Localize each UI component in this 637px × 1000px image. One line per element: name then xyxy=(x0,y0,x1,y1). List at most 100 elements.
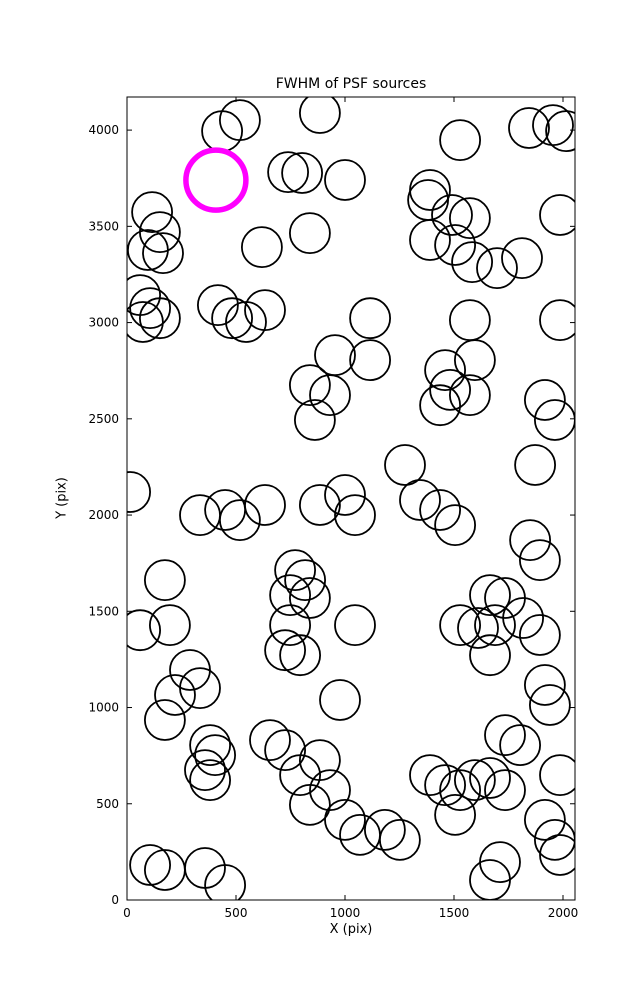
data-point-circle xyxy=(194,734,237,776)
data-point-circle xyxy=(218,99,261,141)
data-point-circle xyxy=(324,474,366,516)
y-tick-label: 3000 xyxy=(88,316,119,330)
data-point-circle xyxy=(469,757,511,799)
data-point-circle xyxy=(288,364,331,407)
data-point-circle xyxy=(189,759,232,801)
x-tick-label: 500 xyxy=(225,906,248,920)
data-point-circle xyxy=(269,604,312,646)
data-point-circle xyxy=(349,297,392,340)
y-tick-label: 0 xyxy=(111,893,119,907)
data-point-circle xyxy=(279,754,322,796)
data-point-circle xyxy=(539,194,575,236)
data-point-circle xyxy=(129,844,172,886)
data-point-circle xyxy=(448,374,491,417)
data-point-circle xyxy=(264,629,307,672)
data-point-circle xyxy=(429,368,472,411)
data-point-circle xyxy=(539,754,575,796)
data-point-circle xyxy=(508,107,550,149)
axes-box xyxy=(126,96,576,901)
data-point-circle xyxy=(424,764,467,806)
data-point-circle xyxy=(439,119,482,162)
y-tick-label: 500 xyxy=(96,797,119,811)
data-point-circle xyxy=(409,754,451,796)
data-point-circle xyxy=(524,379,566,421)
data-point-circle xyxy=(409,219,451,261)
data-point-circle xyxy=(484,769,526,811)
data-point-circle xyxy=(204,864,246,900)
highlighted-data-point-circle xyxy=(183,147,249,213)
data-point-circle xyxy=(138,297,181,340)
data-point-circle xyxy=(509,519,551,561)
data-point-circle xyxy=(502,597,544,639)
data-point-circle xyxy=(529,684,571,726)
y-tick-label: 2000 xyxy=(88,508,119,522)
data-point-circle xyxy=(288,212,331,255)
x-tick-label: 1000 xyxy=(330,906,361,920)
data-point-circle xyxy=(448,299,491,342)
data-point-circle xyxy=(479,841,521,883)
data-point-circle xyxy=(179,667,221,709)
data-point-circle xyxy=(127,301,164,343)
data-point-circle xyxy=(309,374,351,417)
data-point-circle xyxy=(204,489,247,531)
data-point-circle xyxy=(399,479,441,521)
data-point-circle xyxy=(545,110,575,152)
data-point-circle xyxy=(349,339,392,382)
data-point-circle xyxy=(439,769,482,811)
y-tick-label: 2500 xyxy=(88,412,119,426)
x-tick-label: 1500 xyxy=(439,906,470,920)
data-point-circle xyxy=(288,577,331,619)
data-point-circle xyxy=(539,299,575,341)
data-point-circle xyxy=(519,614,561,656)
data-point-circle xyxy=(279,634,322,677)
data-point-circle xyxy=(539,834,575,876)
data-point-circle xyxy=(143,699,186,741)
data-point-circle xyxy=(154,674,196,716)
data-point-circle xyxy=(179,494,221,536)
data-point-circle xyxy=(419,489,462,531)
y-tick-label: 3500 xyxy=(88,219,119,233)
data-point-circle xyxy=(293,399,336,441)
data-point-circle xyxy=(519,539,561,581)
y-axis-label: Y (pix) xyxy=(54,477,70,519)
x-tick-label: 2000 xyxy=(548,906,579,920)
data-point-circle xyxy=(334,494,376,536)
data-point-circle xyxy=(218,499,261,541)
data-point-circle xyxy=(424,349,467,392)
y-tick-label: 1000 xyxy=(88,701,119,715)
data-point-circle xyxy=(453,339,496,382)
data-point-circle xyxy=(267,151,310,194)
data-point-circle xyxy=(196,284,239,327)
data-point-circle xyxy=(469,634,511,677)
data-point-circle xyxy=(474,604,516,646)
data-point-circle xyxy=(240,226,283,269)
data-point-circle xyxy=(127,229,169,271)
data-point-circle xyxy=(324,799,366,841)
data-point-circle xyxy=(434,794,477,836)
data-point-circle xyxy=(524,799,566,841)
data-point-circle xyxy=(407,179,450,221)
data-point-circle xyxy=(288,784,331,826)
data-point-circle xyxy=(484,714,526,756)
data-point-circle xyxy=(211,297,254,340)
data-point-circle xyxy=(524,664,566,706)
data-point-circle xyxy=(431,194,473,236)
data-point-circle xyxy=(384,444,426,486)
data-point-circle xyxy=(244,289,286,332)
data-point-circle xyxy=(501,237,543,280)
data-point-circle xyxy=(274,549,317,591)
data-point-circle xyxy=(453,759,496,801)
data-point-circle xyxy=(281,152,324,194)
data-point-circle xyxy=(127,274,161,316)
data-point-circle xyxy=(143,559,186,601)
data-point-circle xyxy=(499,724,541,766)
data-point-circle xyxy=(448,197,491,240)
data-point-circle xyxy=(249,719,291,761)
chart-title: FWHM of PSF sources xyxy=(275,76,427,92)
y-tick-label: 1500 xyxy=(88,604,119,618)
data-point-circle xyxy=(434,224,477,266)
data-point-circle xyxy=(334,604,376,646)
data-point-circle xyxy=(451,241,494,284)
data-point-circle xyxy=(298,484,341,526)
